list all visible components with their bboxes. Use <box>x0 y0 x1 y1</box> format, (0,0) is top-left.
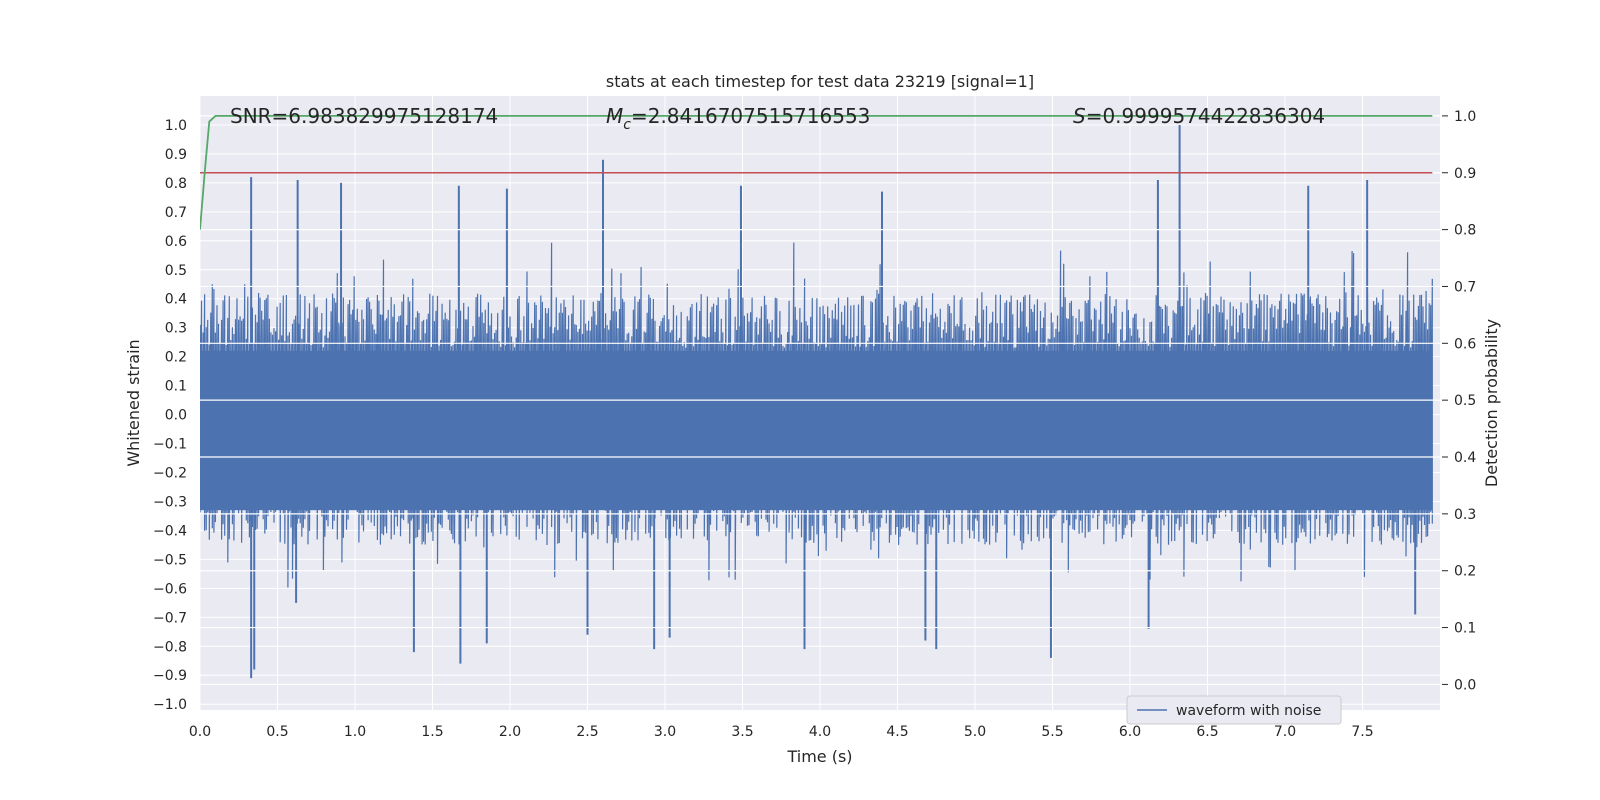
y-left-tick-label: 0.1 <box>165 379 187 395</box>
annotation-chirp-mass-subscript: c <box>623 117 631 133</box>
y-right-tick-label: 1.0 <box>1454 109 1476 125</box>
x-tick-label: 7.5 <box>1351 724 1373 740</box>
x-tick-label: 5.5 <box>1041 724 1063 740</box>
y-right-tick-label: 0.8 <box>1454 223 1476 239</box>
y-left-tick-label: −0.7 <box>153 610 187 626</box>
x-tick-label: 3.0 <box>654 724 676 740</box>
x-tick-label: 0.5 <box>266 724 288 740</box>
annotation-chirp-mass: Mc=2.8416707515716553 <box>606 104 870 133</box>
x-axis-label: Time (s) <box>786 747 852 766</box>
y-left-tick-label: −0.8 <box>153 639 187 655</box>
detection-probability-line <box>200 115 1433 230</box>
waveform-line <box>200 242 1433 588</box>
y-right-tick-label: 0.2 <box>1454 564 1476 580</box>
y-right-tick-label: 0.1 <box>1454 621 1476 637</box>
y-left-tick-label: 1.0 <box>165 118 187 134</box>
y-left-tick-label: −0.5 <box>153 552 187 568</box>
x-tick-label: 3.5 <box>731 724 753 740</box>
legend-box <box>1126 695 1342 725</box>
y-left-tick-label: −0.1 <box>153 437 187 453</box>
x-tick-label: 6.0 <box>1119 724 1141 740</box>
y-left-tick-label: 0.9 <box>165 147 187 163</box>
y-left-tick-label: 0.4 <box>165 292 187 308</box>
y-left-tick-label: 0.7 <box>165 205 187 221</box>
x-tick-label: 5.0 <box>964 724 986 740</box>
y-left-tick-label: 0.3 <box>165 321 187 337</box>
x-tick-label: 7.0 <box>1274 724 1296 740</box>
annotation-chirp-mass-value: =2.8416707515716553 <box>631 104 870 128</box>
x-tick-label: 4.0 <box>809 724 831 740</box>
annotation-snr: SNR=6.983829975128174 <box>230 104 498 128</box>
y-left-tick-label: −0.2 <box>153 466 187 482</box>
annotation-s-symbol: S <box>1073 104 1086 128</box>
y-left-tick-label: −1.0 <box>153 697 187 713</box>
y-left-tick-label: 0.6 <box>165 234 187 250</box>
tick-labels: 0.0 0.5 1.0 1.5 2.0 2.5 3.0 3.5 4.0 4.5 5.0 5.5 6.0 6… <box>153 109 1476 740</box>
y-left-tick-label: 0.2 <box>165 350 187 366</box>
legend: waveform with noise <box>1126 695 1342 725</box>
y-left-tick-label: 0.8 <box>165 176 187 192</box>
y-right-tick-label: 0.9 <box>1454 166 1476 182</box>
y-left-tick-label: −0.9 <box>153 668 187 684</box>
y-right-tick-label: 0.4 <box>1454 450 1476 466</box>
y-left-tick-label: −0.6 <box>153 581 187 597</box>
annotation-s-value: =0.9999574422836304 <box>1086 104 1325 128</box>
annotation-chirp-mass-symbol: M <box>606 104 623 128</box>
y-axis-left-label: Whitened strain <box>124 339 143 466</box>
y-right-tick-label: 0.0 <box>1454 677 1476 693</box>
chart-title: stats at each timestep for test data 232… <box>606 72 1034 91</box>
y-left-tick-label: −0.4 <box>153 523 187 539</box>
x-tick-label: 0.0 <box>189 724 211 740</box>
legend-label-waveform: waveform with noise <box>1176 703 1321 719</box>
x-tick-label: 2.5 <box>576 724 598 740</box>
y-axis-right-label: Detection probability <box>1482 319 1501 487</box>
y-right-tick-label: 0.3 <box>1454 507 1476 523</box>
y-left-tick-label: 0.0 <box>165 408 187 424</box>
chart-marks <box>200 115 1440 686</box>
y-right-tick-label: 0.7 <box>1454 279 1476 295</box>
annotation-s: S=0.9999574422836304 <box>1073 104 1325 128</box>
y-left-tick-label: −0.3 <box>153 494 187 510</box>
x-tick-label: 2.0 <box>499 724 521 740</box>
x-tick-label: 4.5 <box>886 724 908 740</box>
x-tick-label: 1.5 <box>421 724 443 740</box>
y-left-tick-label: 0.5 <box>165 263 187 279</box>
x-tick-label: 6.5 <box>1196 724 1218 740</box>
x-tick-label: 1.0 <box>344 724 366 740</box>
y-right-tick-label: 0.5 <box>1454 393 1476 409</box>
y-right-tick-label: 0.6 <box>1454 336 1476 352</box>
